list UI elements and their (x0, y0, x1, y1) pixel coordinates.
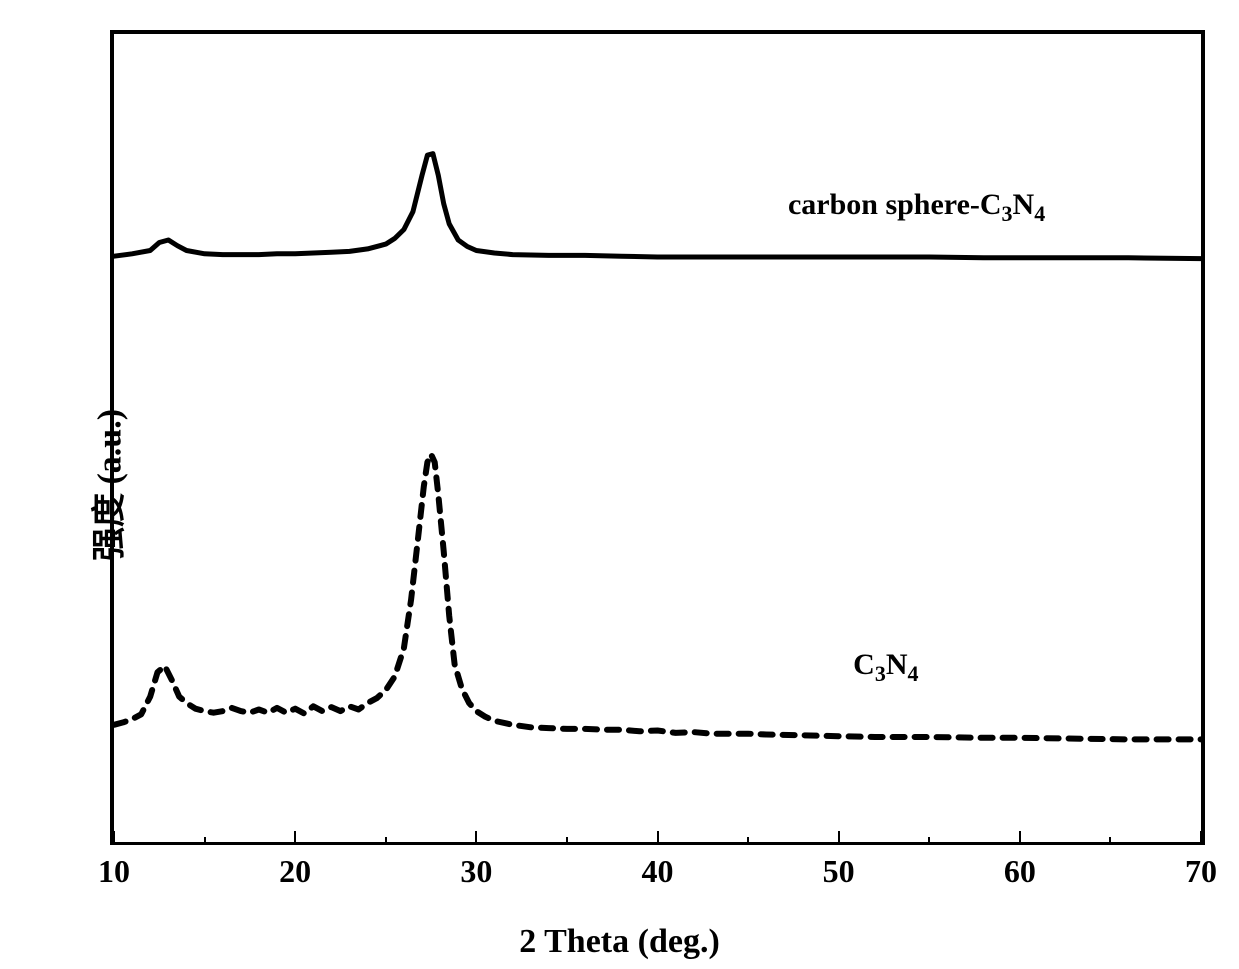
x-tick-minor (204, 837, 206, 845)
x-tick-label: 60 (1004, 853, 1036, 890)
x-tick-major (838, 831, 840, 845)
x-tick-minor (1109, 837, 1111, 845)
x-tick-label: 10 (98, 853, 130, 890)
plot-area: 10203040506070 carbon sphere-C3N4C3N4 (110, 30, 1205, 845)
series-label-C3N4: C3N4 (853, 648, 918, 687)
x-tick-major (1019, 831, 1021, 845)
x-tick-label: 40 (642, 853, 674, 890)
x-axis-label: 2 Theta (deg.) (519, 923, 720, 961)
x-tick-major (113, 831, 115, 845)
x-tick-minor (747, 837, 749, 845)
series-C3N4 (114, 454, 1201, 739)
x-tick-major (294, 831, 296, 845)
x-tick-minor (928, 837, 930, 845)
x-tick-minor (385, 837, 387, 845)
chart-container: 10203040506070 carbon sphere-C3N4C3N4 (110, 30, 1205, 845)
x-tick-major (657, 831, 659, 845)
x-tick-label: 30 (460, 853, 492, 890)
x-tick-major (475, 831, 477, 845)
x-tick-label: 70 (1185, 853, 1217, 890)
x-tick-label: 50 (823, 853, 855, 890)
x-tick-major (1200, 831, 1202, 845)
xrd-curves (114, 34, 1201, 842)
x-tick-minor (566, 837, 568, 845)
series-label-carbon sphere-C3N4: carbon sphere-C3N4 (788, 188, 1045, 227)
x-tick-label: 20 (279, 853, 311, 890)
